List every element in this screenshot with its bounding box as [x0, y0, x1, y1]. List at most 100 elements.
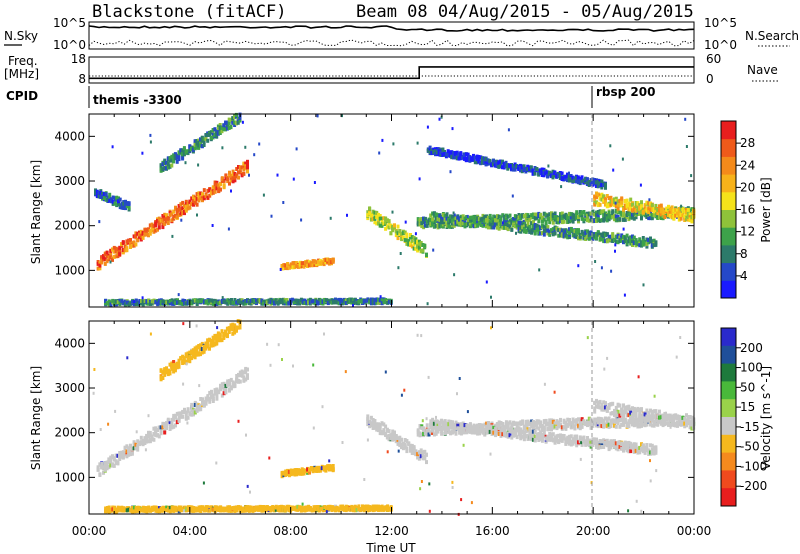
data-cell	[389, 231, 393, 236]
data-cell	[373, 425, 377, 430]
data-cell	[519, 229, 523, 234]
data-cell	[242, 301, 246, 306]
data-cell	[371, 216, 375, 221]
data-cell	[681, 213, 685, 218]
data-cell	[247, 507, 251, 512]
data-cell	[131, 509, 135, 514]
data-cell	[476, 216, 480, 221]
data-cell	[170, 362, 174, 367]
data-cell	[640, 205, 643, 210]
data-cell	[629, 202, 633, 207]
data-cell	[193, 355, 197, 360]
data-cell	[594, 184, 598, 188]
data-cell	[193, 142, 197, 147]
data-cell	[311, 469, 315, 474]
data-cell	[262, 505, 266, 509]
data-cell	[526, 222, 530, 227]
data-cell	[305, 300, 309, 305]
data-cell	[209, 135, 213, 140]
data-cell	[163, 372, 167, 377]
data-cell	[274, 505, 278, 510]
data-cell	[244, 377, 248, 382]
data-cell	[526, 167, 530, 172]
data-cell	[468, 155, 472, 159]
data-cell	[96, 266, 100, 271]
data-cell	[427, 218, 431, 223]
data-cell	[202, 188, 206, 193]
data-cell	[479, 161, 483, 166]
data-cell	[330, 506, 334, 511]
data-cell	[553, 173, 557, 178]
data-cell	[458, 221, 462, 226]
data-cell	[190, 356, 194, 361]
data-cell	[642, 283, 645, 287]
data-cell	[179, 150, 183, 155]
data-cell	[423, 243, 427, 248]
cpid-label: CPID	[6, 89, 38, 103]
data-cell	[186, 149, 190, 154]
data-cell	[620, 233, 624, 238]
data-cell	[506, 227, 510, 232]
data-cell	[649, 238, 652, 243]
data-cell	[614, 199, 618, 204]
data-cell	[410, 451, 414, 455]
data-cell	[627, 201, 631, 206]
data-cell	[95, 194, 99, 199]
data-cell	[398, 438, 402, 443]
data-cell	[573, 233, 577, 238]
data-cell	[577, 236, 580, 241]
data-cell	[103, 252, 107, 257]
data-cell	[105, 461, 109, 466]
data-cell	[249, 505, 253, 510]
data-cell	[240, 507, 244, 512]
data-cell	[341, 504, 345, 509]
data-cell	[134, 231, 138, 236]
data-cell	[610, 269, 613, 273]
data-cell	[371, 418, 375, 422]
data-cell	[557, 217, 561, 222]
data-cell	[499, 221, 503, 226]
data-cell	[468, 224, 472, 229]
data-cell	[127, 201, 131, 206]
data-cell	[210, 505, 214, 510]
data-cell	[616, 209, 620, 214]
data-cell	[528, 215, 532, 220]
data-cell	[540, 173, 544, 177]
data-cell	[616, 203, 620, 208]
data-cell	[228, 170, 231, 175]
data-cell	[452, 211, 455, 215]
data-cell	[219, 508, 223, 513]
data-cell	[605, 213, 609, 218]
data-cell	[647, 210, 651, 215]
radar-title: Blackstone (fitACF)	[92, 2, 286, 22]
data-cell	[562, 214, 566, 219]
data-cell	[485, 215, 489, 220]
data-cell	[138, 234, 141, 239]
data-cell	[373, 506, 377, 511]
data-cell	[197, 344, 201, 348]
data-cell	[222, 332, 226, 337]
data-cell	[107, 299, 111, 304]
data-cell	[586, 213, 589, 218]
data-cell	[422, 225, 426, 230]
data-cell	[235, 377, 239, 382]
colorbar-swatch	[721, 280, 736, 299]
data-cell	[213, 127, 217, 132]
data-cell	[106, 198, 110, 203]
data-cell	[122, 300, 126, 305]
data-cell	[201, 192, 204, 197]
data-cell	[515, 164, 519, 169]
data-cell	[157, 434, 161, 439]
data-cell	[485, 280, 488, 284]
data-cell	[479, 155, 483, 160]
data-cell	[620, 236, 624, 240]
data-cell	[125, 444, 129, 449]
data-cell	[439, 150, 443, 155]
data-cell	[161, 376, 165, 380]
data-cell	[103, 461, 107, 466]
data-cell	[216, 124, 220, 129]
data-cell	[377, 216, 380, 221]
data-cell	[661, 207, 665, 212]
data-cell	[190, 349, 194, 354]
data-cell	[569, 177, 573, 181]
